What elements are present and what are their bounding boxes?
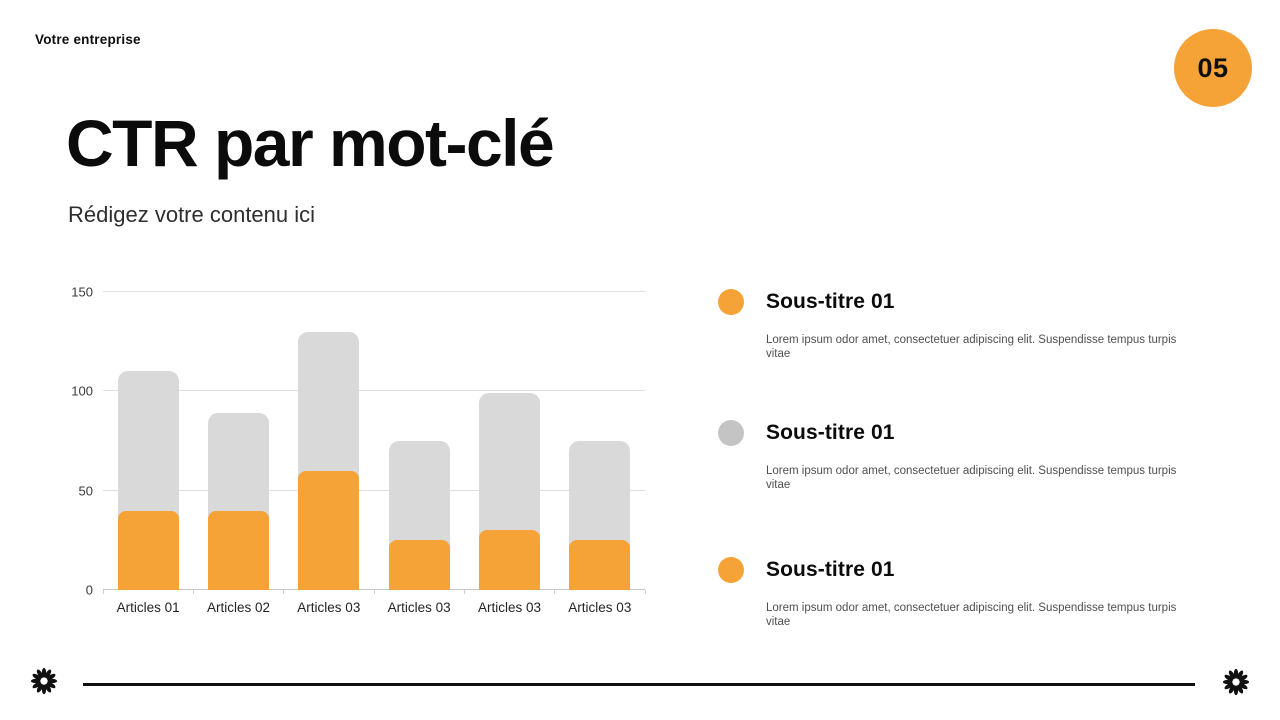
list-item-body: Lorem ipsum odor amet, consectetuer adip… [766, 334, 1177, 361]
bar-highlight-2 [208, 510, 269, 590]
footer-divider [83, 683, 1195, 686]
list-item-body: Lorem ipsum odor amet, consectetuer adip… [766, 464, 1177, 492]
list-item-head: Sous-titre 01 [718, 419, 1188, 446]
x-axis-category-label: Articles 02 [206, 600, 270, 615]
y-axis-tick-label: 100 [71, 383, 93, 399]
x-axis-tick [554, 590, 556, 594]
bar-highlight-1 [117, 510, 179, 590]
x-axis-category-label: Articles 03 [297, 600, 361, 615]
list-item-head: Sous-titre 01 [718, 289, 1188, 315]
x-axis-category-label: Articles 03 [477, 600, 541, 615]
x-axis-tick [283, 590, 285, 594]
y-axis-tick-label: 50 [78, 483, 93, 499]
list-item-head: Sous-titre 01 [718, 556, 1188, 583]
page-title: CTR par mot-clé [66, 106, 555, 180]
bar-highlight-3 [298, 470, 360, 590]
x-axis-tick [644, 590, 646, 594]
flower-icon [1221, 667, 1251, 697]
page-number-badge: 05 [1174, 29, 1252, 107]
gridline [103, 489, 645, 491]
page-number: 05 [1197, 52, 1229, 83]
list-item: Sous-titre 01 Lorem ipsum odor amet, con… [718, 419, 1188, 493]
gridline [103, 390, 645, 392]
list-item: Sous-titre 01 Lorem ipsum odor amet, con… [718, 289, 1188, 362]
list-item-title: Sous-titre 01 [766, 557, 895, 581]
list-item-title: Sous-titre 01 [766, 290, 895, 313]
x-axis-tick [102, 590, 104, 594]
bullet-circle-icon [718, 556, 744, 583]
gridline [103, 291, 645, 292]
flower-icon [29, 666, 59, 696]
list-item-body: Lorem ipsum odor amet, consectetuer adip… [766, 601, 1177, 628]
list-item: Sous-titre 01 Lorem ipsum odor amet, con… [718, 556, 1188, 630]
x-axis-category-label: Articles 03 [387, 600, 451, 615]
page-subtitle: Rédigez votre contenu ici [68, 202, 316, 227]
bullet-circle-icon [718, 419, 744, 446]
bullet-circle-icon [718, 289, 744, 315]
x-axis-category-label: Articles 03 [568, 600, 632, 615]
bar-highlight-4 [388, 540, 450, 590]
gridline [103, 589, 645, 590]
bar-chart: 0 50 100 150 Articles 01 Articles 02 Articles … [62, 285, 662, 630]
bar-highlight-5 [479, 530, 540, 590]
x-axis-tick [463, 590, 465, 594]
x-axis-category-label: Articles 01 [116, 600, 180, 615]
bar-highlight-6 [569, 540, 631, 590]
brand-label: Votre entreprise [35, 32, 141, 47]
y-axis-tick-label: 150 [71, 284, 93, 300]
y-axis-tick-label: 0 [85, 582, 93, 598]
x-axis-tick [373, 590, 375, 594]
x-axis-tick [192, 590, 194, 594]
chart-plot: 0 50 100 150 Articles 01 Articles 02 Articles … [71, 286, 646, 614]
list-item-title: Sous-titre 01 [766, 420, 895, 444]
sidebar-items: Sous-titre 01 Lorem ipsum odor amet, con… [718, 289, 1188, 629]
